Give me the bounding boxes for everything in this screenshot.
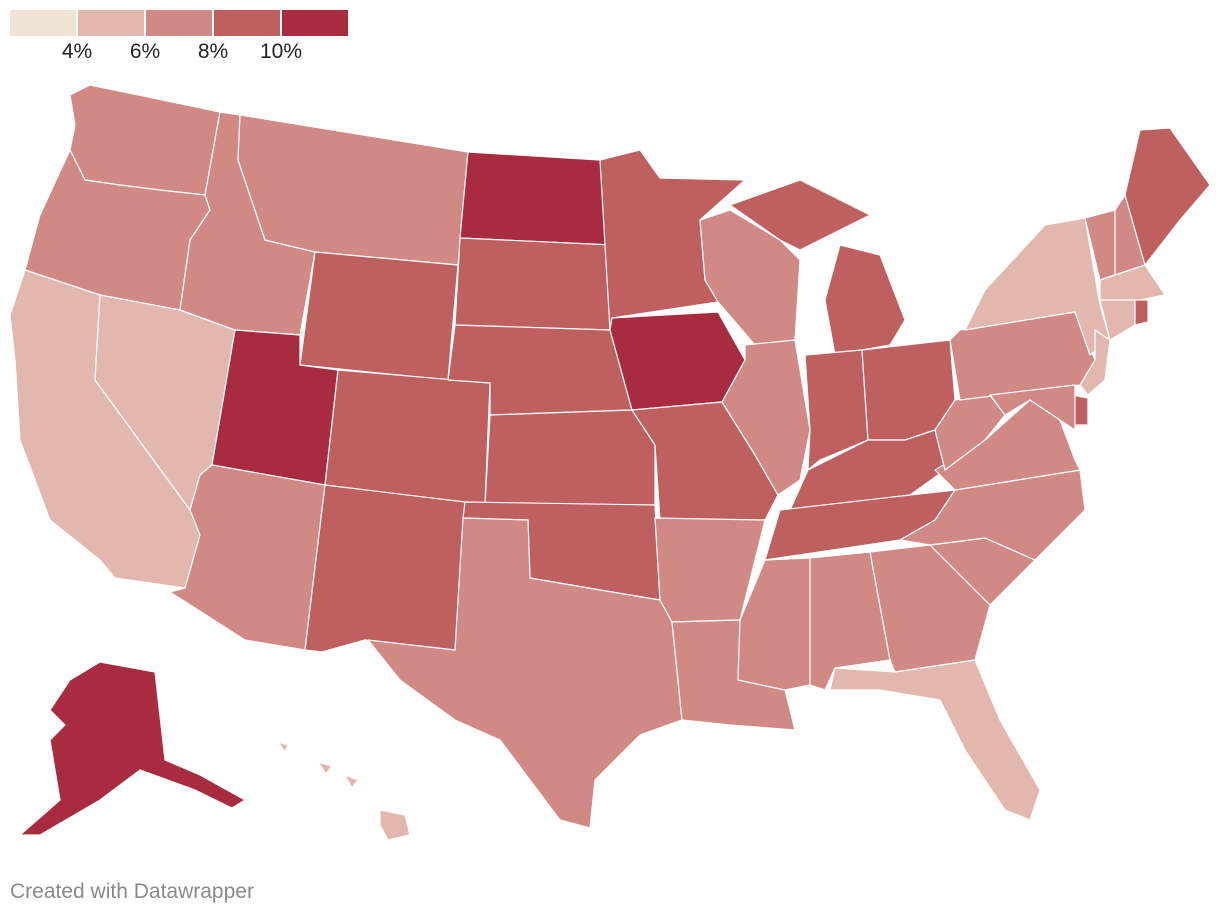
state-michigan[interactable] — [729, 179, 906, 356]
state-south-dakota[interactable] — [454, 237, 613, 331]
legend-swatch — [282, 10, 348, 36]
state-new-york[interactable] — [964, 217, 1111, 356]
state-maryland[interactable] — [989, 384, 1076, 431]
state-illinois[interactable] — [721, 339, 811, 496]
state-alaska[interactable] — [19, 661, 246, 836]
state-florida[interactable] — [829, 659, 1041, 821]
state-colorado[interactable] — [324, 369, 491, 506]
state-virginia[interactable] — [934, 399, 1081, 491]
state-kansas[interactable] — [484, 409, 656, 506]
state-new-mexico[interactable] — [304, 484, 466, 653]
state-iowa[interactable] — [609, 311, 746, 411]
state-wyoming[interactable] — [299, 251, 459, 381]
legend-swatch — [214, 10, 280, 36]
state-washington[interactable] — [69, 84, 221, 196]
state-north-dakota[interactable] — [459, 151, 613, 246]
state-new-jersey[interactable] — [1079, 329, 1111, 396]
credit-text: Created with Datawrapper — [10, 880, 254, 903]
legend-tick-label: 8% — [197, 40, 229, 63]
state-massachusetts[interactable] — [1099, 264, 1166, 301]
legend-tick-label: 6% — [129, 40, 161, 63]
legend-tick-label: 10% — [259, 40, 303, 63]
legend-swatch — [78, 10, 144, 36]
legend-swatch — [146, 10, 212, 36]
state-texas[interactable] — [367, 517, 683, 829]
color-legend: 4% 6% 8% 10% — [10, 10, 350, 70]
state-rhode-island[interactable] — [1134, 299, 1149, 326]
legend-swatch — [10, 10, 76, 36]
us-choropleth-map — [9, 84, 1211, 841]
state-north-carolina[interactable] — [899, 469, 1086, 561]
legend-tick-label: 4% — [61, 40, 93, 63]
state-hawaii[interactable] — [277, 741, 411, 841]
